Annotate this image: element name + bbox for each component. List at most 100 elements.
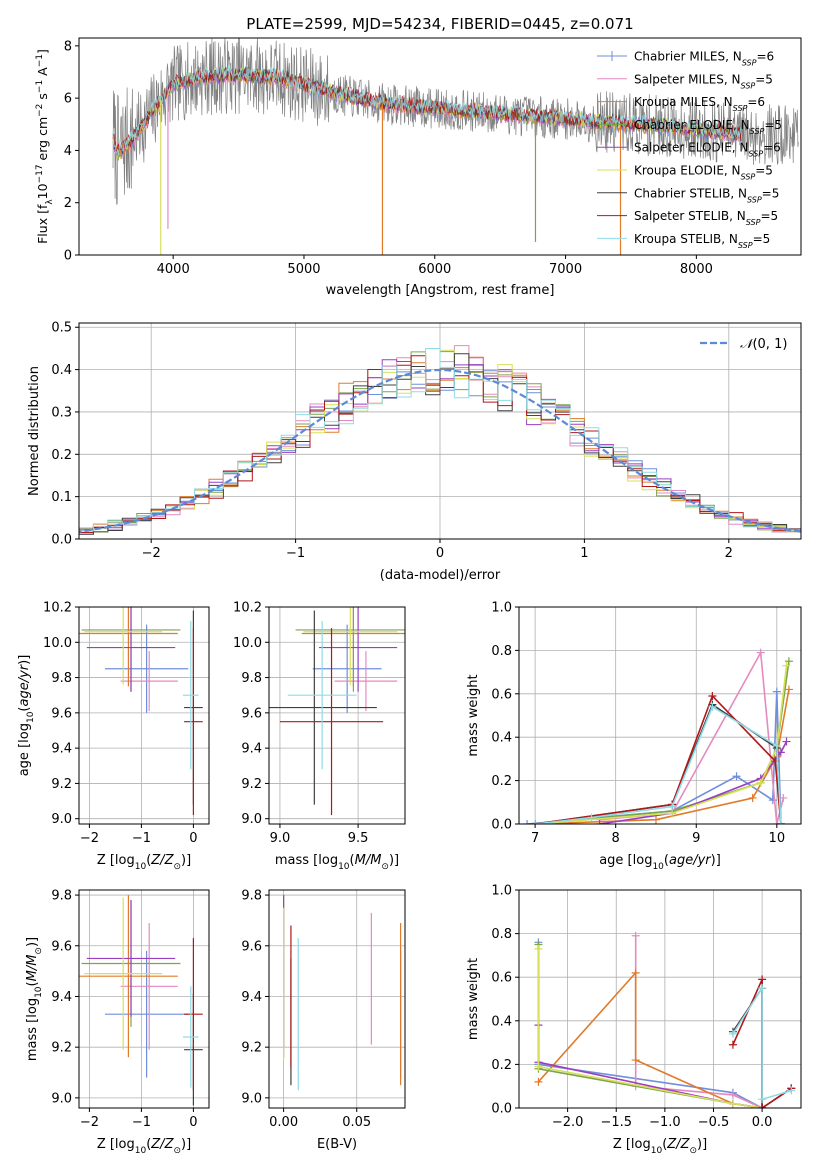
y-axis-label-part: ( (25, 981, 40, 986)
axes-frame (268, 889, 406, 1109)
plot-area-mass_vs_ebv (283, 895, 402, 1091)
x-axis-label-part: ( (146, 853, 151, 868)
y-tick-label: 9.2 (51, 1041, 72, 1056)
series-line-chabrier_miles (527, 691, 782, 824)
y-tick-label: 9.8 (241, 671, 262, 686)
legend-label-part: SSP (750, 126, 765, 135)
y-tick-label: 9.0 (51, 812, 72, 827)
x-axis-label: wavelength [Angstrom, rest frame] (326, 283, 555, 298)
y-axis-label: mass [log10(M/M⊙)] (25, 937, 44, 1061)
y-tick-label: 2 (64, 196, 72, 211)
axes-frame (518, 606, 802, 825)
series-point-kroupa_stelib (708, 702, 717, 711)
y-tick-label: 9.2 (51, 777, 72, 792)
y-tick-label: 0.1 (51, 490, 72, 505)
y-tick-label: 9.8 (51, 889, 72, 904)
legend-label-part: SSP (741, 172, 756, 181)
x-axis-label-part: 10 (135, 1146, 147, 1156)
legend-label-part: SSP (747, 195, 762, 204)
y-axis-label-part: )] (17, 655, 32, 665)
series-point-kroupa_stelib (728, 1029, 737, 1038)
y-tick-label: 0.8 (491, 644, 512, 659)
data-layer (79, 38, 801, 1108)
x-tick-label: −2.0 (552, 1115, 584, 1130)
plot-area-mass_weight_vs_age (523, 648, 793, 824)
legend-label-part: Kroupa MILES, N (634, 95, 733, 109)
legend-label: Salpeter STELIB, NSSP=5 (634, 209, 778, 227)
y-axis-label-part: 10 (35, 183, 50, 199)
x-axis-label: E(B-V) (317, 1137, 357, 1152)
y-axis-label-part: ⊙ (34, 947, 44, 955)
series-point-kroupa_stelib (758, 984, 767, 993)
y-tick-label: 9.4 (51, 742, 72, 757)
x-axis-label-part: Z [log (613, 1137, 651, 1152)
y-tick-label: 10.2 (233, 601, 262, 616)
y-tick-label: 10.0 (233, 636, 262, 651)
histogram-kroupa_stelib (79, 348, 801, 537)
y-tick-label: 9.6 (51, 939, 72, 954)
figure-title: PLATE=2599, MJD=54234, FIBERID=0445, z=0… (246, 15, 633, 33)
x-tick-label: −1.5 (600, 1115, 632, 1130)
x-axis-label: age [log10(age/yr)] (599, 853, 721, 872)
x-tick-label: 8000 (680, 262, 713, 277)
legend-label-part: =5 (762, 186, 780, 200)
plot-area-age_vs_Z (79, 607, 203, 816)
y-axis-label-part: M/M (25, 955, 40, 982)
legend-label-part: SSP (748, 149, 763, 158)
series-point-chabrier_miles (772, 687, 781, 696)
y-tick-label: 9.6 (241, 939, 262, 954)
y-tick-label: 0.4 (51, 363, 72, 378)
y-axis-label-part: 10 (34, 986, 44, 998)
series-point-kroupa_stelib (668, 802, 677, 811)
x-axis-label-part: Z/Z (150, 853, 174, 868)
y-tick-label: 1.0 (491, 884, 512, 899)
y-tick-label: 9.6 (51, 706, 72, 721)
x-axis-label-part: ⊙ (689, 1146, 697, 1156)
series-point-chabrier_elodie (784, 657, 793, 666)
x-axis-label-part: Z [log (97, 1137, 135, 1152)
series-point-kroupa_stelib (772, 741, 781, 750)
y-tick-label: 0.8 (491, 927, 512, 942)
y-tick-label: 10.2 (43, 601, 72, 616)
y-axis-label: age [log10(age/yr)] (17, 655, 36, 777)
x-axis-label-part: 10 (652, 862, 664, 872)
y-axis-label-part: 10 (26, 711, 36, 723)
legend-label: Kroupa STELIB, NSSP=5 (634, 232, 770, 250)
series-line-kroupa_elodie (535, 665, 788, 824)
plot-area-mass_weight_vs_Z (534, 931, 796, 1108)
y-tick-label: 0.0 (491, 818, 512, 833)
y-tick-label: 9.8 (51, 671, 72, 686)
series-line-kroupa_stelib (732, 985, 792, 1101)
y-axis-label-part: mass [log (25, 998, 40, 1061)
series-point-salpeter_miles (728, 1090, 737, 1099)
y-tick-label: 0.2 (491, 1058, 512, 1073)
legend-label: Chabrier STELIB, NSSP=5 (634, 186, 779, 204)
x-tick-label: 0 (189, 1115, 197, 1130)
legend-label: Salpeter ELODIE, NSSP=6 (634, 141, 781, 159)
y-axis-label: Normed distribution (27, 366, 42, 496)
y-tick-label: 0.6 (491, 971, 512, 986)
series-point-kroupa_elodie (756, 778, 765, 787)
y-tick-label: 0.4 (491, 731, 512, 746)
axes-frame (78, 889, 210, 1109)
x-axis-label: (data-model)/error (380, 568, 501, 583)
x-tick-label: −1 (286, 546, 305, 561)
legend-label-part: Salpeter MILES, N (634, 72, 741, 86)
x-tick-label: 0 (436, 546, 444, 561)
legend-label-part: =5 (753, 232, 771, 246)
y-axis-label-part: A (35, 67, 50, 80)
series-line-chabrier_elodie (535, 661, 790, 824)
y-tick-label: 9.0 (241, 1091, 262, 1106)
plot-area-spectrum (112, 38, 799, 255)
x-tick-label: −1 (132, 1115, 151, 1130)
legend-label-part: =5 (755, 72, 773, 86)
x-tick-label: 0.0 (752, 1115, 773, 1130)
series-point-kroupa_stelib (531, 820, 540, 824)
x-axis-label-part: ⊙ (173, 862, 181, 872)
series-point-salpeter_elodie (782, 737, 791, 746)
y-axis-label-part: −17 (35, 164, 45, 183)
x-axis-label: mass [log10(M/M⊙)] (275, 853, 399, 872)
